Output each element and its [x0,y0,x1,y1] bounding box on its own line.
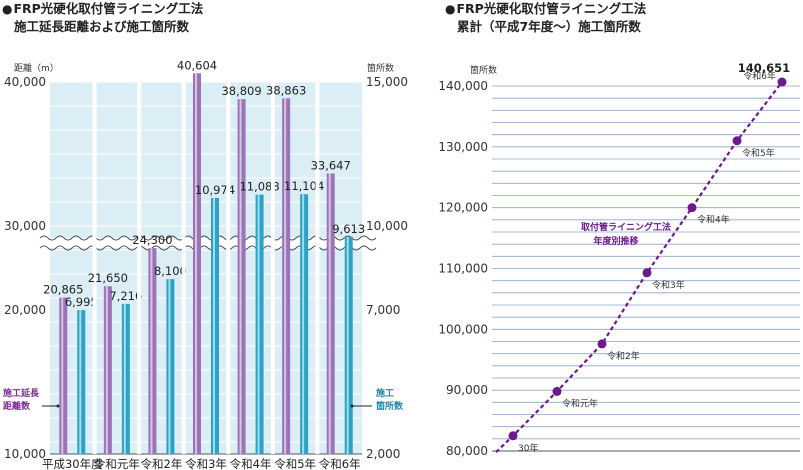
y-left-tick-label: 10,000 [4,447,46,461]
count-value-label: 6,995 [65,295,98,309]
data-point [777,77,787,87]
distance-bar-highlight [284,98,287,454]
group-divider [137,82,142,454]
count-value-label: 10,974 [195,183,235,197]
distance-value-label: 38,809 [221,84,261,98]
category-label: 令和5年 [274,457,316,470]
count-bar-highlight [123,303,126,454]
y-tick-label: 140,000 [438,79,488,93]
distance-bar-highlight [239,99,242,455]
category-label: 令和4年 [230,457,272,470]
distance-value-label: 24,300 [132,233,172,247]
y-tick-label: 90,000 [446,383,488,397]
left-heading-line2: 施工延長距離および施工箇所数 [14,19,190,34]
distance-bar-highlight [61,297,64,454]
distance-value-label: 33,647 [311,158,351,172]
y-tick-label: 110,000 [438,262,488,276]
point-label: 令和3年 [652,279,685,291]
point-label: 令和2年 [607,350,640,362]
point-label: 30年 [518,442,538,454]
distance-value-label: 20,865 [43,283,83,297]
count-bar-highlight [346,236,349,454]
legend-count-line2: 箇所数 [376,400,404,412]
plot-background [50,82,362,454]
distance-value-label: 21,650 [88,271,128,285]
point-label: 令和4年 [697,214,730,226]
left-heading-line1: FRP光硬化取付管ライニング工法 [13,1,204,16]
count-value-label: 11,104 [284,179,324,193]
group-divider [270,82,275,454]
group-divider [92,82,97,454]
y-tick-label: 100,000 [438,322,488,336]
point-label: 令和6年 [743,70,776,82]
count-bar-highlight [302,194,305,454]
y-left-tick-label: 40,000 [4,75,46,89]
y-right-tick-label: 15,000 [366,75,408,89]
point-label: 令和5年 [742,147,775,159]
data-point [732,136,742,146]
data-point [597,339,607,349]
distance-bar-highlight [105,286,108,454]
count-bar-highlight [257,194,260,455]
data-point [642,268,652,278]
y-left-tick-label: 20,000 [4,303,46,317]
bullet-icon: ● [2,2,13,16]
y-left-tick-label: 30,000 [4,219,46,233]
y-right-tick-label: 7,000 [366,303,400,317]
count-value-label: 7,216 [109,289,142,303]
category-label: 令和6年 [319,457,361,470]
point-label: 令和元年 [562,397,598,409]
count-bar-highlight [213,197,215,455]
category-label: 令和2年 [141,457,183,470]
count-value-label: 11,088 [239,180,279,194]
y-right-tick-label: 10,000 [366,219,408,233]
data-point [508,431,518,441]
left-chart-heading: ●FRP光硬化取付管ライニング工法 施工延長距離および施工箇所数 [2,0,203,36]
axis-break-band [40,238,372,248]
group-divider [226,82,231,454]
data-point [552,386,562,396]
count-value-label: 8,100 [154,264,187,278]
annotation-line1: 取付管ライニング工法 [581,221,671,233]
legend-distance-dot [56,404,60,408]
group-divider [181,82,186,454]
data-point [687,203,697,213]
y-tick-label: 120,000 [438,201,488,215]
category-label: 令和元年 [94,457,140,470]
legend-count-dot [350,404,354,408]
legend-distance-line1: 施工延長 [3,387,40,399]
right-heading-line1: FRP光硬化取付管ライニング工法 [456,1,647,16]
y-tick-label: 130,000 [438,140,488,154]
y-tick-label: 80,000 [446,444,488,458]
legend-distance-line2: 距離数 [3,400,31,412]
bullet-icon: ● [445,2,456,16]
distance-value-label: 38,863 [266,83,306,97]
final-value-label: 140,651 [738,61,790,75]
annotation-line2: 年度別推移 [593,235,638,247]
count-bar-highlight [168,279,171,454]
y-axis-label: 箇所数 [470,64,497,76]
distance-bar-highlight [195,73,197,454]
right-heading-line2: 累計（平成7年度〜）施工箇所数 [457,19,641,34]
y-right-tick-label: 2,000 [366,447,400,461]
right-chart-heading: ●FRP光硬化取付管ライニング工法 累計（平成7年度〜）施工箇所数 [445,0,646,36]
distance-bar-highlight [150,248,153,454]
distance-bar-highlight [328,173,331,454]
distance-value-label: 40,604 [177,58,217,72]
count-value-label: 9,613 [332,222,365,236]
category-label: 平成30年度 [42,457,103,470]
count-bar [121,303,130,454]
group-divider [315,82,320,454]
legend-count-line1: 施工 [376,387,394,399]
category-label: 令和3年 [185,457,227,470]
count-bar-highlight [79,310,82,454]
y-left-axis-label: 距離（m） [14,62,59,74]
y-right-axis-label: 箇所数 [367,62,394,74]
